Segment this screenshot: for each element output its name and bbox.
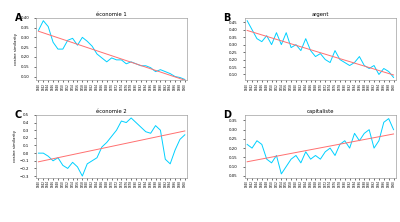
Y-axis label: cosine similarity: cosine similarity	[13, 130, 17, 162]
Text: C: C	[15, 110, 22, 120]
Text: D: D	[224, 110, 232, 120]
Title: capitaliste: capitaliste	[307, 109, 334, 114]
Title: économie 1: économie 1	[96, 12, 127, 17]
Title: économie 2: économie 2	[96, 109, 127, 114]
Title: argent: argent	[312, 12, 329, 17]
Y-axis label: cosine similarity: cosine similarity	[14, 33, 18, 65]
Text: B: B	[224, 13, 231, 23]
Text: A: A	[15, 13, 22, 23]
